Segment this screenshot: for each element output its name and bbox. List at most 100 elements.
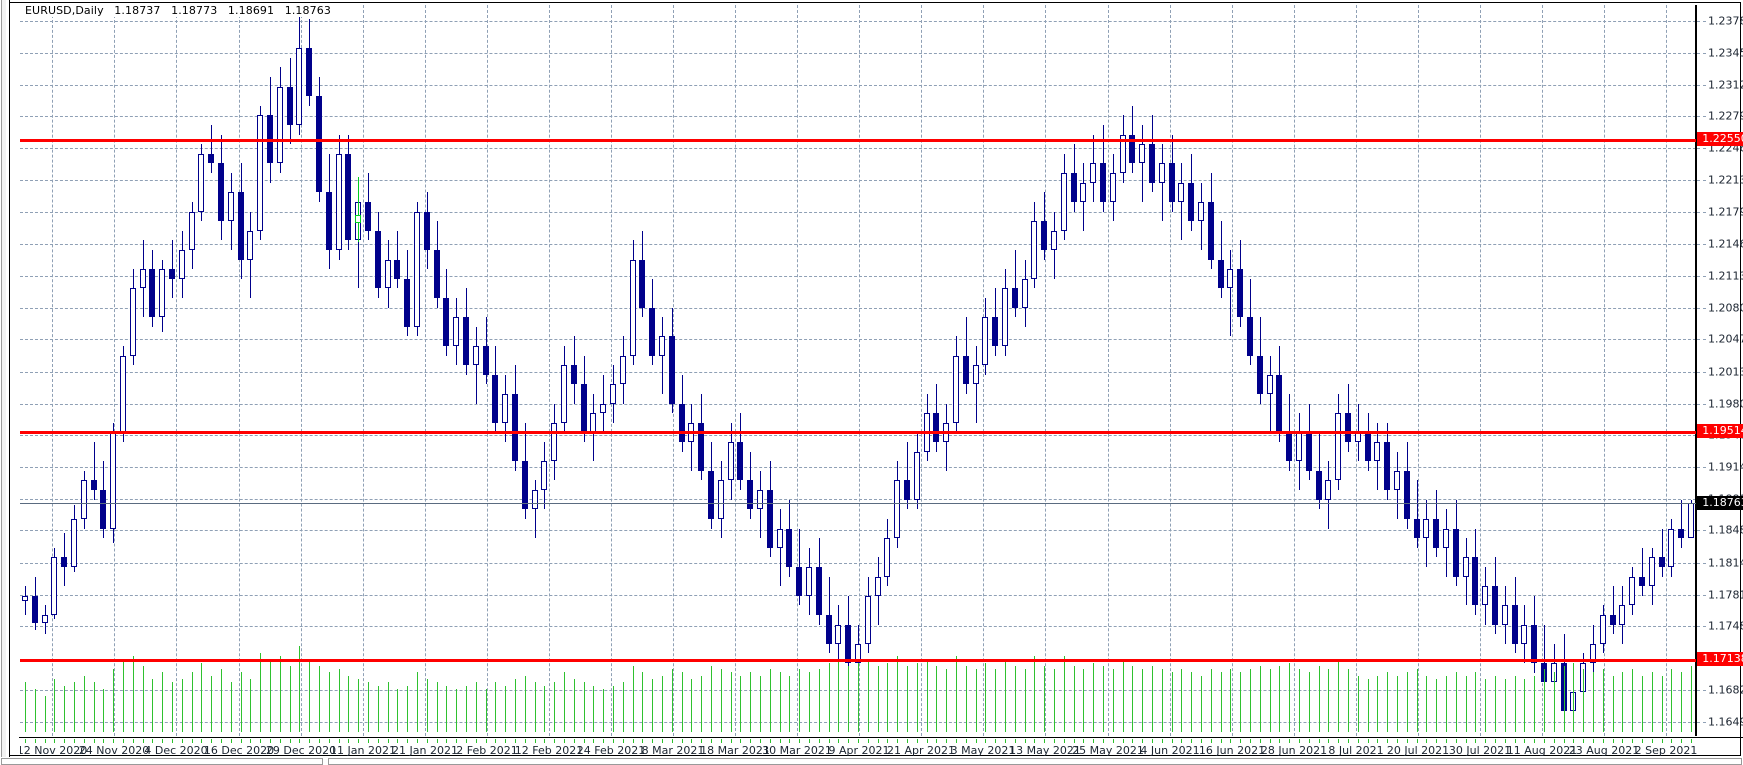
time-tick <box>1338 739 1339 743</box>
time-tick <box>936 739 937 743</box>
time-tick <box>1064 739 1065 743</box>
level-line-resistance-upper[interactable] <box>20 139 1696 143</box>
candle-body-bearish <box>1247 317 1253 356</box>
volume-bar <box>1495 675 1496 732</box>
volume-bar <box>1573 662 1574 732</box>
candle-body-bearish <box>149 269 155 318</box>
price-tick <box>1697 116 1706 118</box>
volume-bar <box>35 689 36 732</box>
candle-body-bearish <box>394 259 400 279</box>
candle-wick <box>1662 528 1663 577</box>
time-tick <box>1671 739 1672 743</box>
gridline-horizontal <box>20 371 1696 373</box>
price-axis-label: 1.19140 <box>1708 460 1743 474</box>
time-tick <box>1044 739 1045 743</box>
time-tick <box>1426 739 1427 743</box>
volume-bar <box>1034 655 1035 732</box>
time-tick <box>1162 739 1163 743</box>
time-tick <box>290 739 291 743</box>
chart-frame[interactable]: 1.237801.234501.231201.227901.224601.221… <box>9 2 1743 757</box>
time-tick <box>593 739 594 743</box>
volume-bar <box>1172 672 1173 732</box>
candle-body-bearish <box>326 192 332 250</box>
candle-body-bullish <box>1649 557 1655 587</box>
time-tick <box>1250 739 1251 743</box>
candle-body-bullish <box>1090 163 1096 183</box>
level-line-support-lower[interactable] <box>20 659 1696 663</box>
candle-body-bullish <box>336 153 342 250</box>
price-axis-label: 1.17810 <box>1708 588 1743 602</box>
status-panel-left[interactable] <box>1 758 323 765</box>
time-axis-label: 30 Jul 2021 <box>1448 744 1512 757</box>
volume-bar <box>593 685 594 732</box>
volume-bar <box>966 665 967 732</box>
ohlc-close: 1.18763 <box>284 4 331 17</box>
candle-wick <box>799 528 800 606</box>
time-tick <box>927 739 928 743</box>
price-tick <box>1697 530 1706 532</box>
candle-body-bullish <box>1002 288 1008 346</box>
ohlc-low: 1.18691 <box>227 4 275 17</box>
time-tick <box>819 739 820 743</box>
price-axis-label: 1.21460 <box>1708 237 1743 251</box>
candle-body-bearish <box>512 394 518 462</box>
candle-body-bearish <box>1384 442 1390 491</box>
marker-candle-body <box>355 215 361 224</box>
time-axis-label: 21 Apr 2021 <box>886 744 956 757</box>
time-tick <box>887 739 888 743</box>
candle-body-bullish <box>884 538 890 577</box>
candle-body-bullish <box>600 403 606 414</box>
volume-bar <box>1230 669 1231 732</box>
time-tick <box>1211 739 1212 743</box>
time-tick <box>1054 739 1055 743</box>
candle-wick <box>1181 163 1182 241</box>
candle-body-bullish <box>1502 605 1508 625</box>
volume-bar <box>437 682 438 732</box>
candle-body-bullish <box>1178 182 1184 202</box>
candle-body-bearish <box>218 163 224 222</box>
time-tick <box>1034 739 1035 743</box>
status-panel-right[interactable] <box>328 758 1742 765</box>
candle-body-bullish <box>1590 643 1596 663</box>
volume-bar <box>368 682 369 732</box>
price-axis-label: 1.16490 <box>1708 715 1743 729</box>
volume-bar <box>1260 665 1261 732</box>
time-tick <box>525 739 526 743</box>
time-scale[interactable]: 12 Nov 2020 24 Nov 2020 4 Dec 2020 16 Dec 2… <box>20 739 1743 761</box>
volume-bar <box>878 665 879 732</box>
volume-bar <box>1201 675 1202 732</box>
volume-bar <box>1613 675 1614 732</box>
volume-bar <box>838 659 839 732</box>
candle-body-bearish <box>1404 470 1410 519</box>
price-tick <box>1697 244 1706 246</box>
candle-body-bullish <box>1325 480 1331 500</box>
candle-body-bearish <box>483 346 489 375</box>
gridline-vertical <box>1170 5 1171 736</box>
candle-body-bullish <box>110 432 116 529</box>
time-axis-label: 25 May 2021 <box>1072 744 1144 757</box>
time-axis-label: 2 Feb 2021 <box>456 744 518 757</box>
candle-body-bullish <box>1521 624 1527 644</box>
level-line-resistance-mid[interactable] <box>20 431 1696 435</box>
volume-bar <box>1524 679 1525 732</box>
volume-bar <box>358 679 359 732</box>
candle-body-bearish <box>679 403 685 443</box>
time-tick <box>662 739 663 743</box>
price-scale[interactable]: 1.237801.234501.231201.227901.224601.221… <box>1697 5 1743 736</box>
time-tick <box>260 739 261 743</box>
gridline-horizontal <box>20 275 1696 277</box>
volume-bar <box>1181 669 1182 732</box>
time-tick <box>731 739 732 743</box>
volume-bar <box>309 659 310 732</box>
gridline-horizontal <box>20 498 1696 500</box>
volume-bar <box>917 662 918 732</box>
time-tick <box>1113 739 1114 743</box>
time-axis-label: 23 Aug 2021 <box>1568 744 1640 757</box>
time-tick <box>1573 739 1574 743</box>
price-axis-label: 1.23780 <box>1708 14 1743 28</box>
candle-body-bearish <box>1188 182 1194 222</box>
chart-plot-area[interactable] <box>20 5 1696 736</box>
volume-bar <box>299 646 300 732</box>
time-tick <box>486 739 487 743</box>
candle-wick <box>907 442 908 510</box>
